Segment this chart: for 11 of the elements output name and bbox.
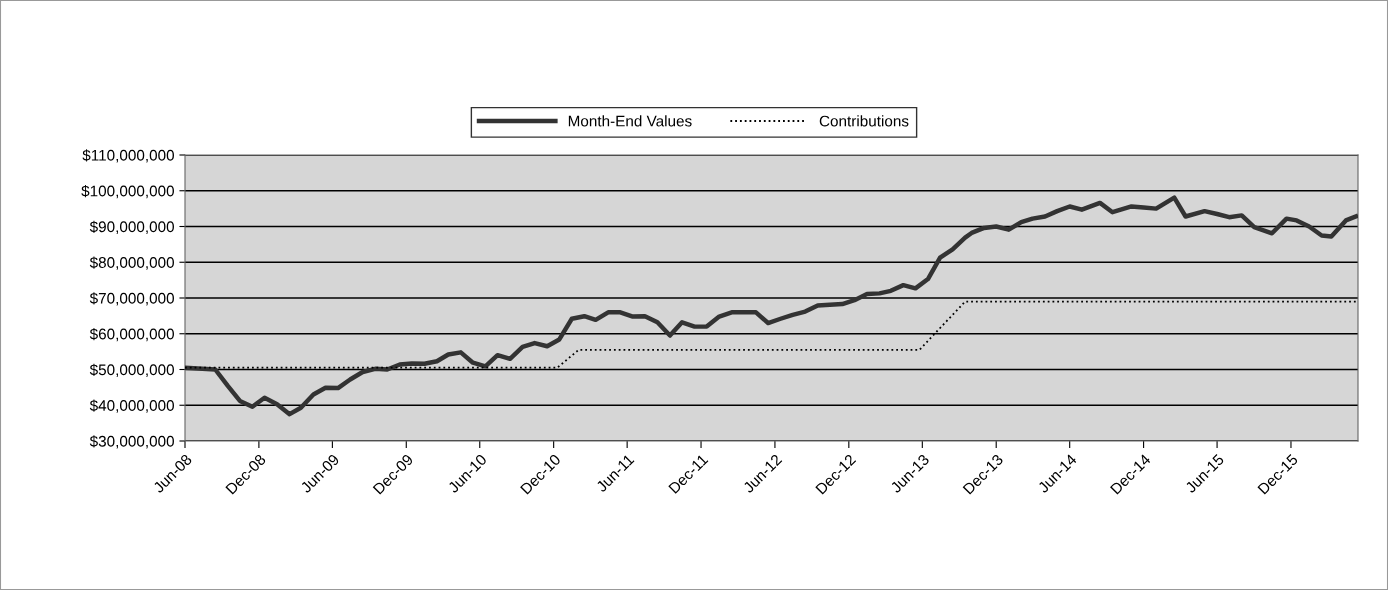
y-tick-label: $60,000,000 — [89, 327, 174, 342]
legend-label: Month-End Values — [568, 115, 692, 127]
legend-label: Contributions — [819, 115, 909, 127]
y-tick-label: $80,000,000 — [89, 256, 174, 270]
y-tick-label: $90,000,000 — [89, 220, 174, 234]
y-tick-label: $70,000,000 — [89, 292, 174, 306]
y-tick-label: $30,000,000 — [89, 435, 174, 449]
y-tick-label: $110,000,000 — [82, 149, 174, 163]
y-tick-label: $40,000,000 — [89, 399, 174, 413]
y-tick-label: $100,000,000 — [81, 184, 174, 199]
y-tick-label: $50,000,000 — [89, 363, 174, 377]
